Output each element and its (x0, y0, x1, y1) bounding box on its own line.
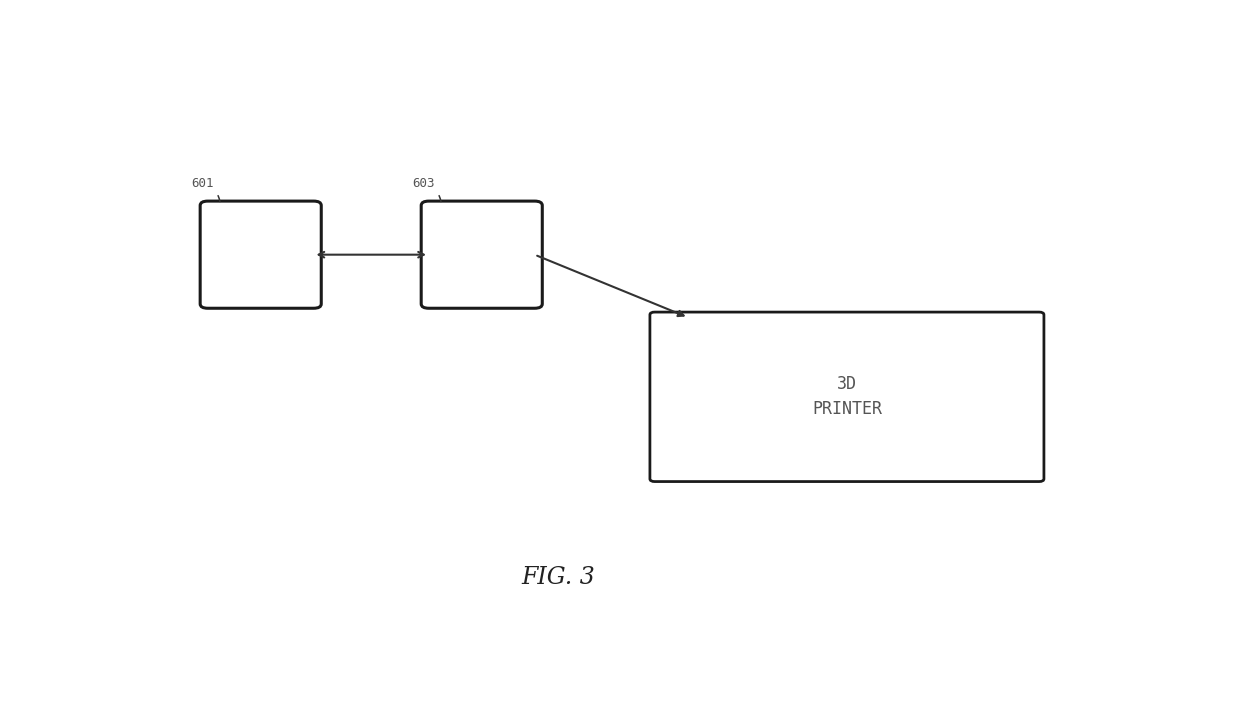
Text: 601: 601 (191, 178, 219, 202)
FancyBboxPatch shape (650, 312, 1044, 481)
Text: 603: 603 (413, 178, 441, 202)
Text: FIG. 3: FIG. 3 (522, 566, 595, 589)
FancyBboxPatch shape (422, 201, 542, 308)
FancyBboxPatch shape (200, 201, 321, 308)
Text: 3D
PRINTER: 3D PRINTER (812, 376, 882, 418)
